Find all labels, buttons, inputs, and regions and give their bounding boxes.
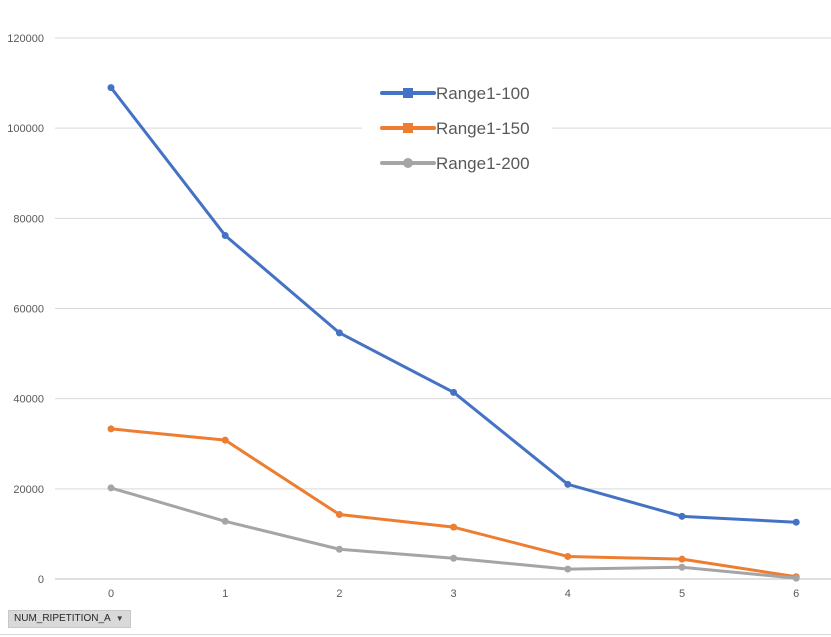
data-point <box>792 518 800 526</box>
x-tick-label: 2 <box>336 588 342 600</box>
x-tick-label: 4 <box>565 588 571 600</box>
legend-item: Range1-200 <box>380 154 530 173</box>
y-axis-tick-labels: 0 20000 40000 60000 80000 100000 120000 <box>7 33 44 586</box>
y-tick-label: 80000 <box>13 213 44 225</box>
data-point <box>221 436 229 444</box>
y-tick-label: 60000 <box>13 304 44 316</box>
legend-item: Range1-150 <box>380 119 530 138</box>
y-tick-label: 20000 <box>13 484 44 496</box>
data-point <box>107 84 115 92</box>
legend-marker <box>403 158 413 168</box>
x-tick-label: 6 <box>793 588 799 600</box>
x-tick-label: 5 <box>679 588 685 600</box>
data-point <box>450 523 458 531</box>
data-point <box>450 554 458 562</box>
legend: Range1-100 Range1-150 Range1-200 <box>362 75 552 183</box>
x-axis-tick-labels: 0 1 2 3 4 5 6 <box>108 588 799 600</box>
legend-marker <box>403 123 413 133</box>
data-point <box>564 480 572 488</box>
legend-label: Range1-150 <box>436 119 530 138</box>
data-point <box>221 231 229 239</box>
x-tick-label: 1 <box>222 588 228 600</box>
series-3 <box>107 484 800 582</box>
data-point <box>678 555 686 563</box>
data-point <box>564 552 572 560</box>
data-point <box>107 425 115 433</box>
y-tick-label: 120000 <box>7 33 44 45</box>
series-2 <box>107 425 800 581</box>
data-point <box>564 565 572 573</box>
data-point <box>335 511 343 519</box>
data-point <box>792 574 800 582</box>
series-1 <box>107 84 800 526</box>
data-point <box>678 563 686 571</box>
dropdown-arrow-icon: ▼ <box>115 614 124 623</box>
y-tick-label: 100000 <box>7 123 44 135</box>
x-tick-label: 3 <box>451 588 457 600</box>
y-tick-label: 0 <box>38 574 44 586</box>
series-line <box>109 486 798 580</box>
y-tick-label: 40000 <box>13 394 44 406</box>
field-filter-label: NUM_RIPETITION_A <box>14 613 111 624</box>
data-point <box>335 545 343 553</box>
data-point <box>221 517 229 525</box>
x-tick-label: 0 <box>108 588 114 600</box>
bottom-divider <box>0 634 831 635</box>
data-point <box>450 388 458 396</box>
legend-label: Range1-100 <box>436 84 530 103</box>
field-filter-button[interactable]: NUM_RIPETITION_A ▼ <box>8 610 131 628</box>
legend-item: Range1-100 <box>380 84 530 103</box>
legend-label: Range1-200 <box>436 154 530 173</box>
data-point <box>678 512 686 520</box>
data-point <box>107 484 115 492</box>
legend-marker <box>403 88 413 98</box>
series-line <box>109 427 798 579</box>
series-lines <box>107 84 800 582</box>
data-point <box>335 329 343 337</box>
